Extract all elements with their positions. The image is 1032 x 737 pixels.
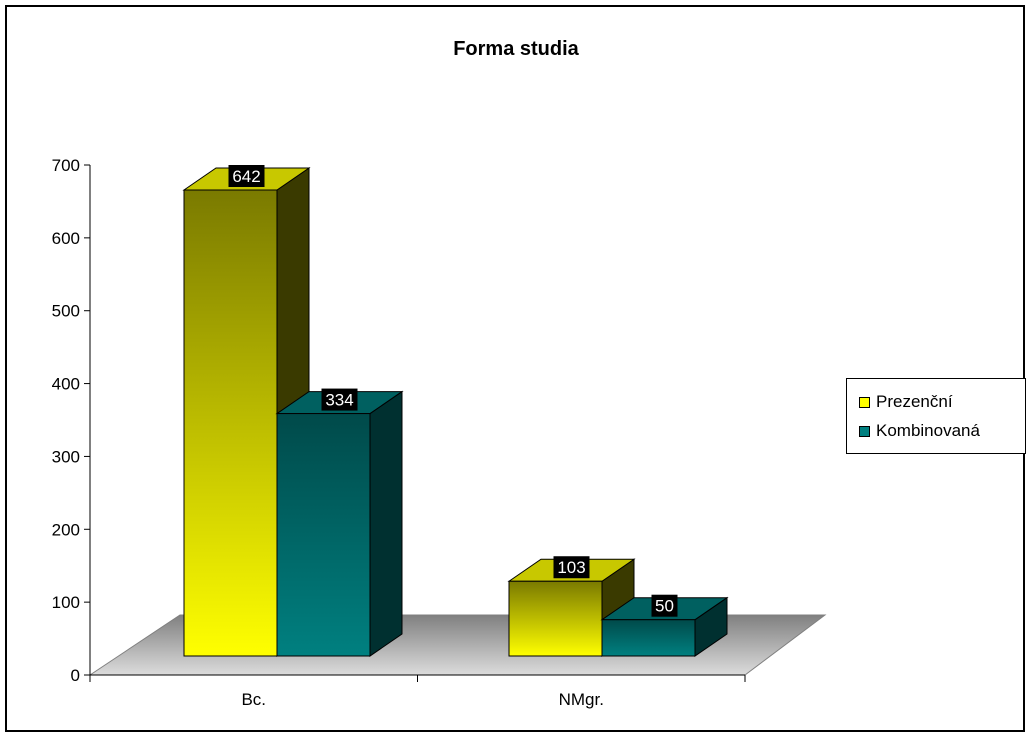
y-tick-label-300: 300 — [52, 447, 80, 466]
data-label-bc-1: 334 — [325, 391, 353, 410]
data-label-nmgr-0: 103 — [557, 558, 585, 577]
bar-bc-1 — [276, 413, 371, 657]
data-label-bc-0: 642 — [232, 167, 260, 186]
y-tick-label-400: 400 — [52, 375, 80, 394]
data-label-bg-bc-0 — [228, 165, 265, 187]
y-tick-label-200: 200 — [52, 520, 80, 539]
data-label-nmgr-1: 50 — [655, 597, 674, 616]
y-tick-label-600: 600 — [52, 229, 80, 248]
y-tick-label-500: 500 — [52, 302, 80, 321]
data-label-bg-bc-1 — [321, 388, 358, 411]
y-tick-label-700: 700 — [52, 156, 80, 175]
x-tick-label-nmgr: NMgr. — [559, 690, 604, 709]
bar-bc-0 — [183, 189, 278, 657]
x-tick-label-bc: Bc. — [241, 690, 266, 709]
bar-side-bc-1 — [369, 390, 403, 657]
legend-label-prezencni: Prezenční — [876, 392, 953, 411]
legend-item-prezencni: Prezenční — [859, 391, 953, 413]
chart-title: Forma studia — [453, 38, 579, 60]
legend-swatch-teal — [859, 425, 870, 437]
y-tick-label-100: 100 — [52, 593, 80, 612]
data-label-bg-nmgr-0 — [553, 556, 590, 579]
legend: Prezenční Kombinovaná — [846, 378, 1026, 454]
legend-swatch-yellow — [859, 396, 870, 408]
y-tick-label-0: 0 — [71, 666, 80, 685]
legend-item-kombinovana: Kombinovaná — [859, 420, 980, 442]
bar-nmgr-0 — [508, 580, 603, 657]
data-label-bg-nmgr-1 — [651, 594, 678, 617]
bar-nmgr-1 — [601, 619, 696, 657]
legend-label-kombinovana: Kombinovaná — [876, 421, 980, 440]
